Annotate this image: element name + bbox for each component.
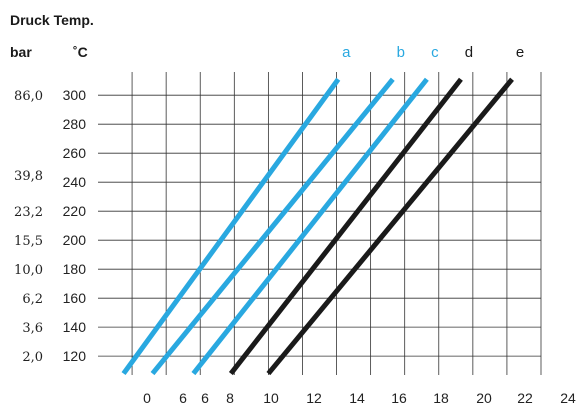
series-label-b: b: [397, 44, 405, 61]
y-tick-label: 140: [63, 319, 87, 335]
x-tick-label: 14: [349, 390, 365, 406]
y-tick-label: 200: [63, 232, 87, 248]
chart-title: Druck Temp.: [10, 12, 94, 28]
pressure-tick-label: 3,6: [22, 321, 43, 336]
pressure-tick-label: 6,2: [22, 292, 43, 307]
pressure-tick-label: 15,5: [14, 234, 43, 249]
series-line-a: [121, 77, 341, 376]
series-label-a: a: [342, 44, 351, 61]
y-tick-label: 300: [63, 87, 87, 103]
pressure-tick-label: 39,8: [14, 169, 43, 184]
y-tick-label: 220: [63, 203, 87, 219]
y-tick-label: 240: [63, 174, 87, 190]
x-tick-label: 18: [433, 390, 449, 406]
x-tick-label: 6: [179, 390, 187, 406]
x-tick-label: 20: [476, 390, 492, 406]
x-tick-label: 6: [201, 390, 209, 406]
y-tick-label: 280: [63, 116, 87, 132]
series-line-e: [266, 77, 514, 376]
series-line-d: [228, 77, 463, 376]
x-tick-label: 24: [560, 390, 576, 406]
series-label-c: c: [431, 44, 439, 61]
pressure-tick-label: 2,0: [22, 350, 43, 365]
y-tick-label: 260: [63, 145, 87, 161]
temperature-unit-label: ˚C: [73, 44, 88, 60]
series-label-d: d: [465, 44, 473, 61]
pressure-tick-label: 86,0: [14, 89, 43, 104]
series-line-b: [150, 77, 395, 376]
pressure-tick-label: 10,0: [14, 263, 43, 278]
series-label-e: e: [516, 44, 524, 61]
y-tick-label: 160: [63, 290, 87, 306]
x-tick-label: 0: [143, 390, 151, 406]
y-tick-label: 120: [63, 348, 87, 364]
y-tick-label: 180: [63, 261, 87, 277]
x-tick-label: 22: [517, 390, 533, 406]
x-tick-label: 10: [263, 390, 279, 406]
series-line-c: [191, 77, 429, 376]
x-tick-label: 12: [306, 390, 322, 406]
pressure-unit-label: bar: [10, 44, 32, 60]
pressure-tick-label: 23,2: [14, 205, 43, 220]
x-tick-label: 16: [391, 390, 407, 406]
x-tick-label: 8: [226, 390, 234, 406]
